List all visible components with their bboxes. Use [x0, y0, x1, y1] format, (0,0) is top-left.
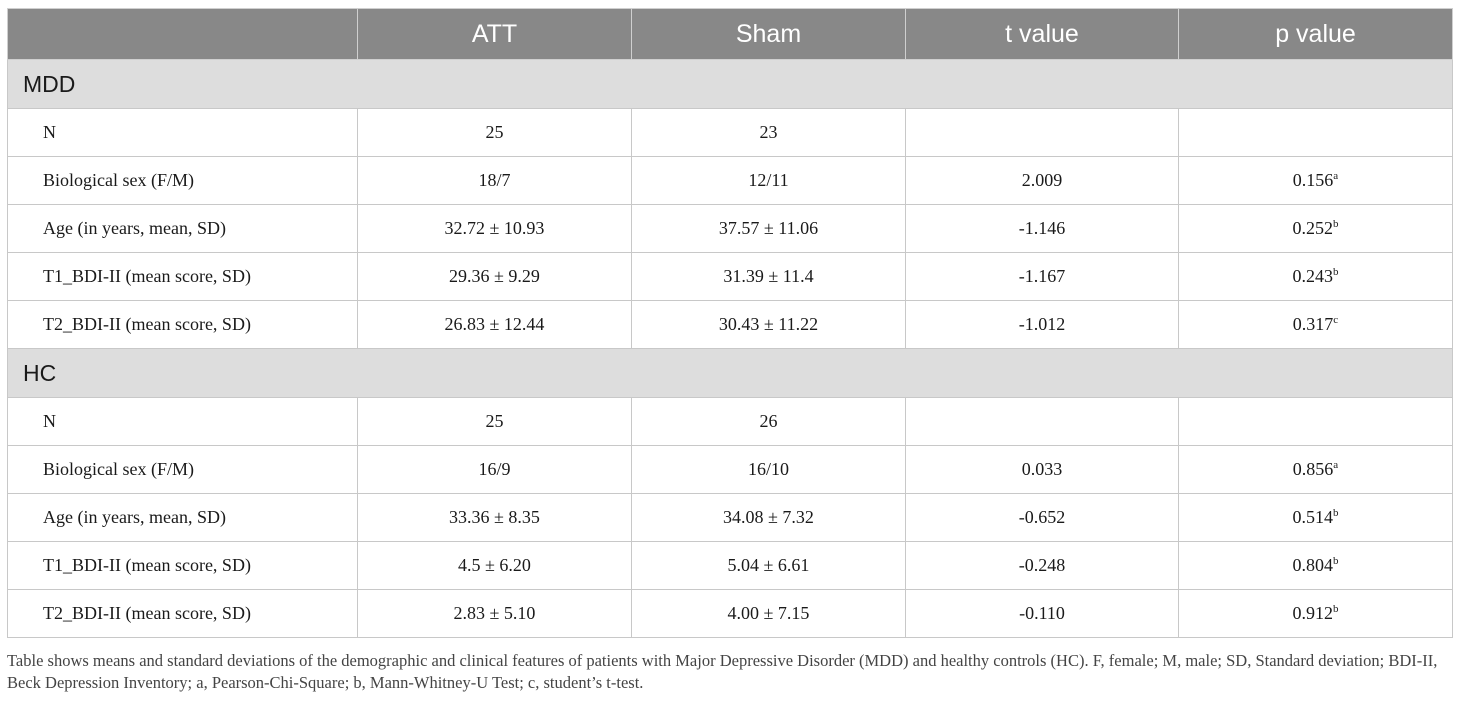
sham-cell: 37.57 ± 11.06 [631, 204, 906, 253]
att-cell: 33.36 ± 8.35 [357, 493, 632, 542]
p-value-superscript: b [1333, 266, 1339, 278]
sham-cell: 23 [631, 108, 906, 157]
p-value-text: 0.856 [1292, 459, 1334, 479]
header-cell-t-value: t value [905, 8, 1179, 60]
p-value-text: 0.243 [1292, 266, 1334, 286]
att-cell: 2.83 ± 5.10 [357, 589, 632, 638]
t-value-cell: -0.248 [905, 541, 1179, 590]
att-cell: 18/7 [357, 156, 632, 205]
t-value-cell: -1.146 [905, 204, 1179, 253]
p-value-text: 0.912 [1292, 603, 1334, 623]
p-value-cell: 0.156a [1178, 156, 1453, 205]
table-header-row: ATT Sham t value p value [7, 8, 1453, 60]
table-row: T1_BDI-II (mean score, SD) 29.36 ± 9.29 31… [7, 252, 1453, 301]
p-value-superscript: b [1333, 218, 1339, 230]
row-label-cell: N [7, 397, 358, 446]
t-value-cell: -1.012 [905, 300, 1179, 349]
header-cell-p-value: p value [1178, 8, 1453, 60]
att-cell: 16/9 [357, 445, 632, 494]
p-value-cell: 0.514b [1178, 493, 1453, 542]
p-value-cell: 0.856a [1178, 445, 1453, 494]
p-value-text: 0.317 [1292, 314, 1334, 334]
p-value-superscript: a [1333, 170, 1339, 182]
table-row: Biological sex (F/M) 18/7 12/11 2.009 0.156a [7, 156, 1453, 205]
t-value-cell: -0.110 [905, 589, 1179, 638]
row-label-cell: Age (in years, mean, SD) [7, 493, 358, 542]
p-value-cell: 0.317c [1178, 300, 1453, 349]
section-label: HC [7, 348, 1453, 398]
t-value-cell: -1.167 [905, 252, 1179, 301]
table-row: N 25 23 [7, 108, 1453, 157]
demographics-table: ATT Sham t value p value MDD N 25 23 Biologi… [7, 8, 1453, 638]
table-row: T1_BDI-II (mean score, SD) 4.5 ± 6.20 5.04… [7, 541, 1453, 590]
p-value-text: 0.156 [1292, 170, 1334, 190]
row-label-cell: T2_BDI-II (mean score, SD) [7, 300, 358, 349]
p-value-superscript: b [1333, 603, 1339, 615]
p-value-cell [1178, 108, 1453, 157]
row-label-cell: N [7, 108, 358, 157]
header-cell-sham: Sham [631, 8, 906, 60]
section-row-mdd: MDD [7, 59, 1453, 109]
p-value-superscript: c [1333, 314, 1339, 326]
p-value-text: 0.252 [1292, 218, 1334, 238]
p-value-cell: 0.804b [1178, 541, 1453, 590]
p-value-cell: 0.243b [1178, 252, 1453, 301]
sham-cell: 30.43 ± 11.22 [631, 300, 906, 349]
t-value-cell: -0.652 [905, 493, 1179, 542]
section-label: MDD [7, 59, 1453, 109]
att-cell: 29.36 ± 9.29 [357, 252, 632, 301]
table-row: Biological sex (F/M) 16/9 16/10 0.033 0.856a [7, 445, 1453, 494]
data-table-container: ATT Sham t value p value MDD N 25 23 Biologi… [7, 8, 1453, 638]
table-row: Age (in years, mean, SD) 33.36 ± 8.35 34.0… [7, 493, 1453, 542]
sham-cell: 26 [631, 397, 906, 446]
sham-cell: 16/10 [631, 445, 906, 494]
att-cell: 4.5 ± 6.20 [357, 541, 632, 590]
table-row: N 25 26 [7, 397, 1453, 446]
p-value-cell: 0.252b [1178, 204, 1453, 253]
row-label-cell: T1_BDI-II (mean score, SD) [7, 541, 358, 590]
att-cell: 26.83 ± 12.44 [357, 300, 632, 349]
row-label-cell: Biological sex (F/M) [7, 445, 358, 494]
table-body: MDD N 25 23 Biological sex (F/M) 18/7 12/11 2.0… [7, 59, 1453, 638]
att-cell: 32.72 ± 10.93 [357, 204, 632, 253]
header-cell-att: ATT [357, 8, 632, 60]
p-value-text: 0.804 [1292, 555, 1334, 575]
p-value-superscript: b [1333, 555, 1339, 567]
sham-cell: 4.00 ± 7.15 [631, 589, 906, 638]
row-label-cell: Age (in years, mean, SD) [7, 204, 358, 253]
row-label-cell: T1_BDI-II (mean score, SD) [7, 252, 358, 301]
p-value-superscript: a [1333, 459, 1339, 471]
sham-cell: 34.08 ± 7.32 [631, 493, 906, 542]
p-value-cell [1178, 397, 1453, 446]
att-cell: 25 [357, 397, 632, 446]
sham-cell: 12/11 [631, 156, 906, 205]
table-row: T2_BDI-II (mean score, SD) 2.83 ± 5.10 4.0… [7, 589, 1453, 638]
sham-cell: 31.39 ± 11.4 [631, 252, 906, 301]
row-label-cell: Biological sex (F/M) [7, 156, 358, 205]
t-value-cell: 2.009 [905, 156, 1179, 205]
t-value-cell: 0.033 [905, 445, 1179, 494]
att-cell: 25 [357, 108, 632, 157]
table-row: T2_BDI-II (mean score, SD) 26.83 ± 12.44 3… [7, 300, 1453, 349]
sham-cell: 5.04 ± 6.61 [631, 541, 906, 590]
t-value-cell [905, 397, 1179, 446]
header-cell-label [7, 8, 358, 60]
table-footnote: Table shows means and standard deviation… [7, 651, 1438, 692]
t-value-cell [905, 108, 1179, 157]
table-row: Age (in years, mean, SD) 32.72 ± 10.93 37.… [7, 204, 1453, 253]
p-value-superscript: b [1333, 507, 1339, 519]
p-value-cell: 0.912b [1178, 589, 1453, 638]
section-row-hc: HC [7, 348, 1453, 398]
row-label-cell: T2_BDI-II (mean score, SD) [7, 589, 358, 638]
p-value-text: 0.514 [1292, 507, 1334, 527]
